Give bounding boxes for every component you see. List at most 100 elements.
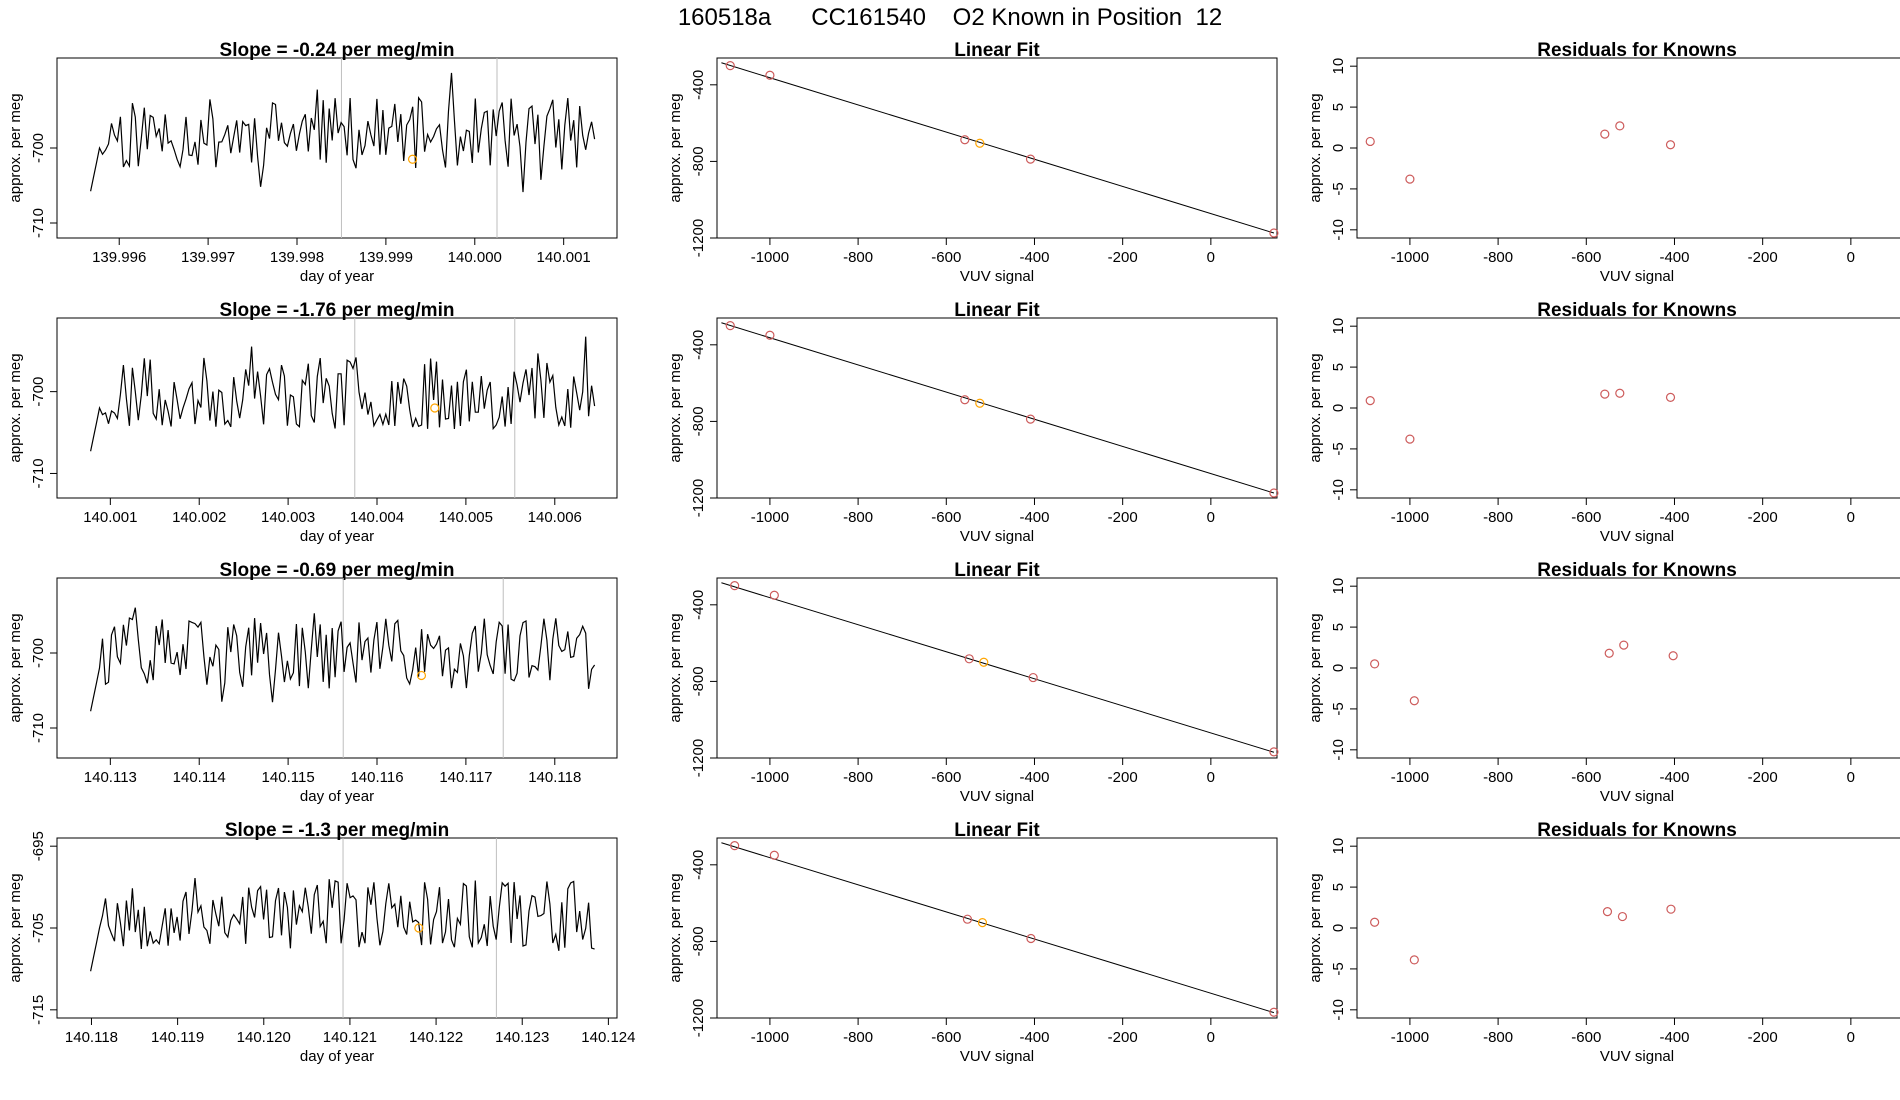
plot-frame <box>1356 577 1900 759</box>
data-point <box>1600 129 1610 139</box>
highlight-point <box>975 398 985 408</box>
x-tick-label: 140.113 <box>84 769 137 786</box>
x-tick-label: -200 <box>1748 1029 1778 1046</box>
data-point <box>1619 640 1629 650</box>
panel-r1-c2: Linear Fit VUV signal approx. per meg -1000… <box>667 40 1279 285</box>
x-axis-label: VUV signal <box>960 1048 1034 1065</box>
y-tick-label: 5 <box>1330 623 1347 631</box>
data-point <box>1405 174 1415 184</box>
fit-line <box>721 62 1275 234</box>
x-tick-label: 140.001 <box>83 509 137 526</box>
highlight-point <box>975 138 985 148</box>
x-tick-label: 140.001 <box>537 249 591 266</box>
x-tick-label: -1000 <box>1391 1029 1429 1046</box>
data-point <box>1269 747 1279 757</box>
y-axis-label: approx. per meg <box>7 93 24 202</box>
x-tick-label: 140.002 <box>172 509 226 526</box>
x-tick-label: -400 <box>1019 509 1049 526</box>
y-tick-label: -400 <box>690 590 707 620</box>
x-tick-label: 139.999 <box>359 249 413 266</box>
x-axis-label: VUV signal <box>1600 268 1674 285</box>
x-axis-label: VUV signal <box>1600 788 1674 805</box>
x-tick-label: -800 <box>1483 509 1513 526</box>
y-tick-label: -700 <box>30 133 47 163</box>
x-tick-label: -800 <box>843 509 873 526</box>
y-tick-label: -5 <box>1330 182 1347 195</box>
x-tick-label: 140.115 <box>262 769 315 786</box>
x-tick-label: -200 <box>1748 249 1778 266</box>
plot-title: Slope = -1.3 per meg/min <box>225 820 449 841</box>
x-tick-label: -600 <box>1571 509 1601 526</box>
y-tick-label: -10 <box>1330 479 1347 501</box>
data-point <box>1615 388 1625 398</box>
highlight-point <box>414 923 424 933</box>
data-point <box>1666 904 1676 914</box>
x-tick-label: 140.000 <box>448 249 502 266</box>
x-tick-label: 0 <box>1207 1029 1215 1046</box>
y-tick-label: -400 <box>690 330 707 360</box>
x-tick-label: -400 <box>1659 769 1689 786</box>
y-tick-label: -710 <box>30 208 47 238</box>
data-point <box>1602 907 1613 917</box>
x-tick-label: -1000 <box>751 769 789 786</box>
y-axis-label: approx. per meg <box>1307 93 1324 202</box>
y-tick-label: -800 <box>690 146 707 176</box>
data-point <box>1269 1007 1279 1017</box>
x-tick-label: 140.121 <box>323 1029 377 1046</box>
x-axis-label: day of year <box>300 268 374 285</box>
y-axis-label: approx. per meg <box>667 353 684 462</box>
signal-trace-line <box>90 607 596 712</box>
data-point <box>769 590 779 600</box>
plot-frame <box>1356 317 1900 499</box>
y-tick-label: -710 <box>30 458 47 488</box>
plot-frame <box>56 317 618 499</box>
x-tick-label: 0 <box>1847 249 1855 266</box>
x-tick-label: -200 <box>1108 509 1138 526</box>
plot-frame <box>1356 57 1900 239</box>
y-tick-label: 0 <box>1330 924 1347 932</box>
panel-r3-c3: Residuals for Knowns VUV signal approx. pe… <box>1307 560 1900 805</box>
y-tick-label: 10 <box>1330 58 1347 75</box>
y-tick-label: -705 <box>30 913 47 943</box>
highlight-point <box>430 403 440 413</box>
data-point <box>765 70 775 80</box>
data-point <box>1665 140 1676 150</box>
plot-title: Linear Fit <box>954 300 1040 321</box>
x-tick-label: -800 <box>843 769 873 786</box>
plot-title: Linear Fit <box>954 820 1040 841</box>
x-tick-label: -600 <box>1571 1029 1601 1046</box>
plot-title: Residuals for Knowns <box>1537 300 1737 321</box>
plot-title: Slope = -1.76 per meg/min <box>220 300 455 321</box>
data-point <box>1269 488 1279 498</box>
data-point <box>765 330 775 340</box>
x-tick-label: -600 <box>931 249 961 266</box>
y-axis-label: approx. per meg <box>1307 873 1324 982</box>
x-tick-label: -800 <box>1483 249 1513 266</box>
x-tick-label: -1000 <box>751 1029 789 1046</box>
panel-r1-c1: Slope = -0.24 per meg/min day of year appr… <box>7 40 618 285</box>
x-tick-label: 0 <box>1207 769 1215 786</box>
data-point <box>962 914 973 924</box>
data-point <box>964 654 974 664</box>
x-tick-label: -600 <box>1571 769 1601 786</box>
y-tick-label: -10 <box>1330 219 1347 241</box>
x-tick-label: -1000 <box>751 509 789 526</box>
x-tick-label: -600 <box>931 509 961 526</box>
y-tick-label: -1200 <box>690 739 707 777</box>
x-tick-label: -1000 <box>751 249 789 266</box>
x-tick-label: 140.003 <box>261 509 315 526</box>
x-tick-label: -400 <box>1019 769 1049 786</box>
y-tick-label: -715 <box>30 995 47 1025</box>
x-tick-label: -600 <box>931 1029 961 1046</box>
x-tick-label: 0 <box>1847 509 1855 526</box>
x-axis-label: VUV signal <box>1600 1048 1674 1065</box>
x-tick-label: 140.118 <box>65 1029 118 1046</box>
x-axis-label: day of year <box>300 788 374 805</box>
data-point <box>725 61 735 71</box>
plot-frame <box>1356 837 1900 1019</box>
plot-title: Residuals for Knowns <box>1537 40 1737 61</box>
y-axis-label: approx. per meg <box>667 613 684 722</box>
y-tick-label: -800 <box>690 926 707 956</box>
figure-title: 160518a CC161540 O2 Known in Position 12 <box>677 4 1223 31</box>
